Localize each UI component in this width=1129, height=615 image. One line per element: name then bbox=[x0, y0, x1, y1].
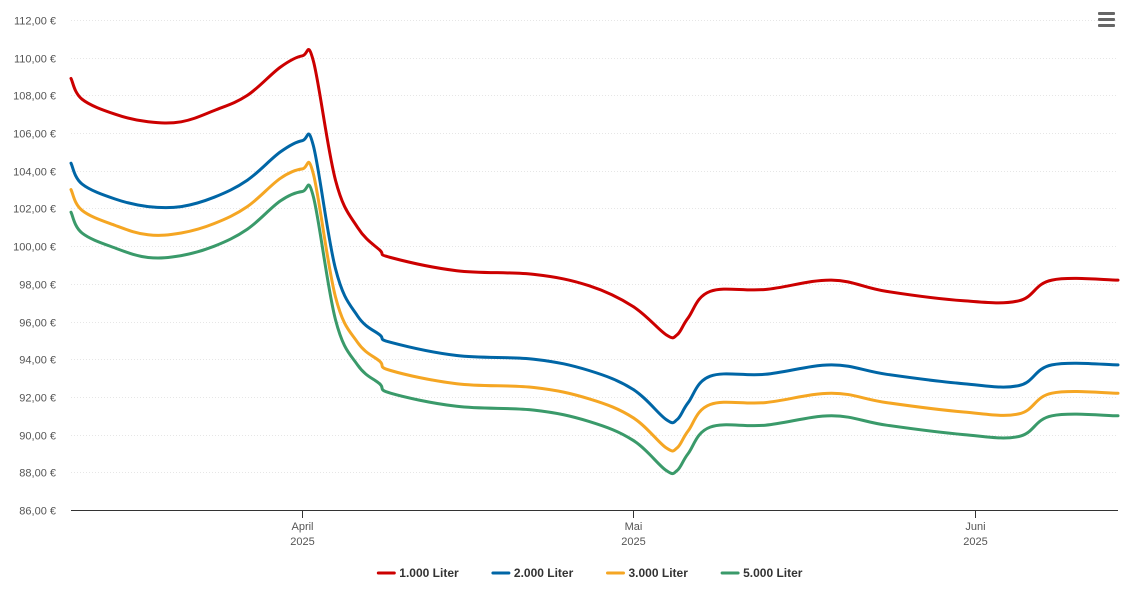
y-tick-label: 110,00 € bbox=[14, 54, 56, 66]
x-tick-year: 2025 bbox=[290, 536, 314, 548]
x-tick-year: 2025 bbox=[621, 536, 645, 548]
legend-label: 5.000 Liter bbox=[743, 566, 803, 580]
y-tick-label: 108,00 € bbox=[13, 91, 56, 103]
y-axis: 86,00 € 88,00 € 90,00 € 92,00 € 94,00 € 96,00… bbox=[13, 16, 56, 518]
legend-label: 2.000 Liter bbox=[514, 566, 574, 580]
y-tick-label: 92,00 € bbox=[19, 393, 56, 405]
legend-label: 1.000 Liter bbox=[399, 566, 459, 580]
y-tick-label: 106,00 € bbox=[13, 129, 56, 141]
series-line-1[interactable] bbox=[69, 48, 1120, 340]
series-line-4[interactable] bbox=[69, 183, 1120, 476]
y-tick-label: 96,00 € bbox=[19, 318, 56, 330]
y-tick-label: 100,00 € bbox=[13, 242, 56, 254]
x-tick-month: Juni bbox=[965, 521, 985, 533]
series-line-2[interactable] bbox=[69, 132, 1120, 425]
legend-item-1[interactable]: 1.000 Liter bbox=[376, 566, 459, 580]
x-tick-year: 2025 bbox=[963, 536, 987, 548]
legend-item-2[interactable]: 2.000 Liter bbox=[491, 566, 574, 580]
legend-label: 3.000 Liter bbox=[629, 566, 689, 580]
legend-item-4[interactable]: 5.000 Liter bbox=[720, 566, 803, 580]
y-tick-label: 86,00 € bbox=[19, 506, 56, 518]
legend-item-3[interactable]: 3.000 Liter bbox=[606, 566, 689, 580]
y-tick-label: 94,00 € bbox=[19, 355, 56, 367]
chart-menu-button[interactable] bbox=[1096, 12, 1118, 32]
y-tick-label: 90,00 € bbox=[19, 431, 56, 443]
y-tick-label: 104,00 € bbox=[13, 167, 56, 179]
y-tick-label: 98,00 € bbox=[19, 280, 56, 292]
grid-lines bbox=[71, 20, 1118, 473]
legend: 1.000 Liter 2.000 Liter 3.000 Liter 5.000 L… bbox=[376, 566, 803, 580]
x-axis: April 2025 Mai 2025 Juni 2025 bbox=[71, 510, 1118, 548]
y-tick-label: 88,00 € bbox=[19, 468, 56, 480]
x-tick-month: April bbox=[291, 521, 313, 533]
series-line-3[interactable] bbox=[69, 160, 1120, 453]
x-tick-month: Mai bbox=[625, 521, 643, 533]
y-tick-label: 112,00 € bbox=[14, 16, 56, 28]
y-tick-label: 102,00 € bbox=[13, 204, 56, 216]
series-lines bbox=[69, 48, 1120, 476]
hamburger-menu-icon bbox=[1098, 12, 1115, 15]
